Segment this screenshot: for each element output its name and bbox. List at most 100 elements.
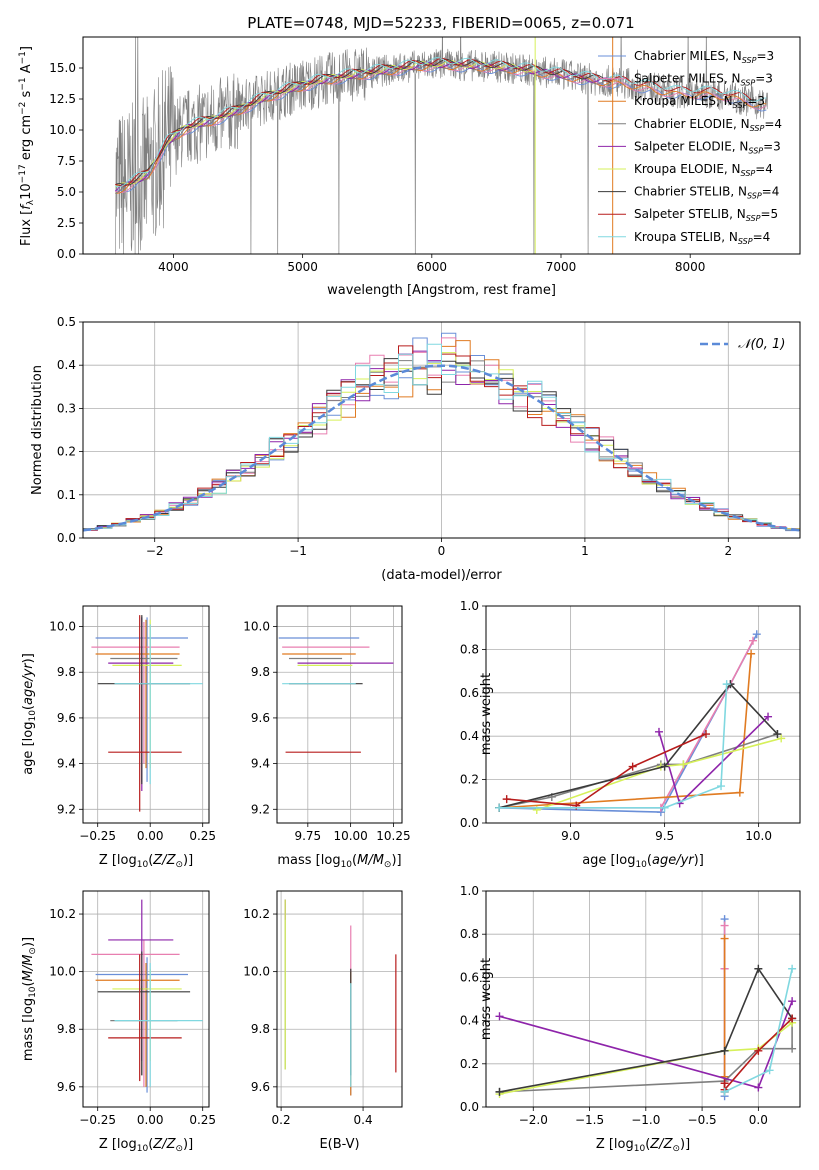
model-line-6: [115, 58, 611, 186]
y-tick-label: 0.6: [460, 686, 479, 700]
x-tick-label: −1.5: [575, 1113, 604, 1127]
x-tick-label: 7000: [546, 260, 577, 274]
y-tick-label: 0.8: [460, 642, 479, 656]
legend: Chabrier MILES, NSSP=3 Salpeter MILES, NS…: [598, 49, 782, 246]
model-line-1: [115, 63, 767, 193]
legend-label: Salpeter STELIB, NSSP=5: [634, 207, 778, 223]
plot-area: [278, 637, 394, 753]
weight-marker-8: [722, 680, 731, 689]
axes-frame: [82, 890, 210, 1108]
y-tick-label: 9.2: [251, 802, 270, 816]
x-tick-label: 10.00: [333, 829, 367, 843]
x-tick-label: 5000: [287, 260, 318, 274]
y-tick-label: 10.2: [49, 907, 76, 921]
x-tick-label: 6000: [417, 260, 448, 274]
axes-frame: [82, 36, 801, 255]
x-tick-label: 10.0: [745, 829, 772, 843]
y-tick-label: 0.2: [460, 1057, 479, 1071]
axes-frame: [82, 605, 210, 824]
legend-label: Salpeter ELODIE, NSSP=3: [634, 139, 781, 155]
x-tick-label: −0.5: [688, 1113, 717, 1127]
legend-label: Chabrier STELIB, NSSP=4: [634, 185, 779, 201]
y-tick-label: 0.4: [57, 358, 76, 372]
x-tick-label: 0.2: [272, 1113, 291, 1127]
plot-area: [91, 615, 203, 812]
weight-marker-4: [495, 1012, 504, 1021]
weight-marker-4: [788, 997, 797, 1006]
y-tick-label: 0.3: [57, 401, 76, 415]
legend-label: Kroupa MILES, NSSP=3: [634, 94, 765, 110]
weight-marker-7: [628, 762, 637, 771]
weight-line-5: [536, 737, 782, 811]
y-tick-label: 9.4: [251, 757, 270, 771]
y-tick-label: 9.6: [251, 1080, 270, 1094]
plot-area: [91, 899, 203, 1093]
weight-line-8: [499, 684, 728, 809]
y-tick-label: 7.5: [57, 154, 76, 168]
y-tick-label: 9.8: [251, 1022, 270, 1036]
legend-label: Kroupa ELODIE, NSSP=4: [634, 162, 773, 178]
y-tick-label: 1.0: [460, 884, 479, 898]
y-tick-label: 0.2: [57, 445, 76, 459]
weight-line-7: [506, 733, 707, 807]
weight-marker-8: [660, 803, 669, 812]
y-tick-label: 5.0: [57, 185, 76, 199]
axes-frame: [485, 890, 801, 1108]
x-tick-label: −2.0: [519, 1113, 548, 1127]
y-tick-label: 0.0: [57, 531, 76, 545]
y-tick-label: 9.4: [57, 757, 76, 771]
weight-vs-metallicity-panel: −2.0 −1.5 −1.0 −0.5 0.0 0.0 0.2 0.4 0.6 0.8 1.0 Z […: [460, 884, 801, 1154]
x-tick-label: 0.4: [354, 1113, 373, 1127]
y-axis-label: Flux [fλ10−17 erg cm−2 s−1 A−1]: [18, 46, 36, 246]
y-tick-label: 1.0: [460, 599, 479, 613]
histogram-step-8: [83, 343, 800, 531]
y-tick-label: 15.0: [49, 61, 76, 75]
y-tick-label: 9.6: [57, 1080, 76, 1094]
spectrum-panel: 4000 5000 6000 7000 8000 0.0 2.5 5.0 7.5 10.0 12.5…: [18, 36, 801, 298]
weight-marker-6: [660, 762, 669, 771]
weight-line-6: [499, 967, 793, 1093]
x-tick-label: 4000: [158, 260, 189, 274]
weight-marker-2: [747, 649, 756, 658]
y-tick-label: 0.0: [460, 816, 479, 830]
x-tick-label: 0.25: [189, 1113, 216, 1127]
x-tick-label: 2: [724, 544, 732, 558]
weight-marker-5: [777, 734, 786, 743]
y-tick-label: 10.2: [243, 907, 270, 921]
y-tick-label: 0.0: [460, 1100, 479, 1114]
weight-marker-7: [701, 730, 710, 739]
weight-line-5: [499, 1022, 793, 1095]
y-tick-label: 0.6: [460, 970, 479, 984]
y-tick-label: 9.2: [57, 802, 76, 816]
weight-line-1: [499, 640, 754, 809]
plot-area: [284, 899, 397, 1096]
y-tick-label: 10.0: [243, 620, 270, 634]
x-axis-label: Z [log10(Z/Z⊙)]: [99, 1137, 193, 1154]
weight-marker-4: [754, 1083, 763, 1092]
x-axis-label: Z [log10(Z/Z⊙)]: [99, 853, 193, 870]
legend-label: Kroupa STELIB, NSSP=4: [634, 230, 770, 246]
y-axis-label: age [log10(age/yr)]: [21, 653, 38, 775]
x-tick-label: −0.25: [79, 1113, 116, 1127]
x-axis-label: age [log10(age/yr)]: [582, 853, 704, 870]
plot-area: [495, 915, 797, 1101]
x-tick-label: −0.25: [79, 829, 116, 843]
x-tick-label: 9.0: [561, 829, 580, 843]
y-tick-label: 0.5: [57, 315, 76, 329]
y-axis-label: mass [log10(M/M⊙)]: [21, 937, 38, 1061]
y-axis-label: mass weight: [479, 673, 494, 755]
y-tick-label: 9.8: [251, 665, 270, 679]
weight-marker-6: [773, 730, 782, 739]
weight-marker-7: [788, 1014, 797, 1023]
x-tick-label: 0.25: [189, 829, 216, 843]
model-line-7: [115, 57, 756, 187]
mass-vs-ebv-panel: 0.2 0.4 9.6 9.8 10.0 10.2 E(B-V): [243, 890, 403, 1152]
y-tick-label: 9.6: [251, 711, 270, 725]
age-vs-mass-panel: 9.75 10.00 10.25 9.2 9.4 9.6 9.8 10.0 mass [log1…: [243, 605, 411, 870]
model-line-5: [114, 60, 535, 188]
y-tick-label: 12.5: [49, 92, 76, 106]
weight-marker-6: [754, 964, 763, 973]
y-tick-label: 9.8: [57, 665, 76, 679]
weight-marker-5: [679, 760, 688, 769]
weight-marker-1: [720, 921, 729, 930]
